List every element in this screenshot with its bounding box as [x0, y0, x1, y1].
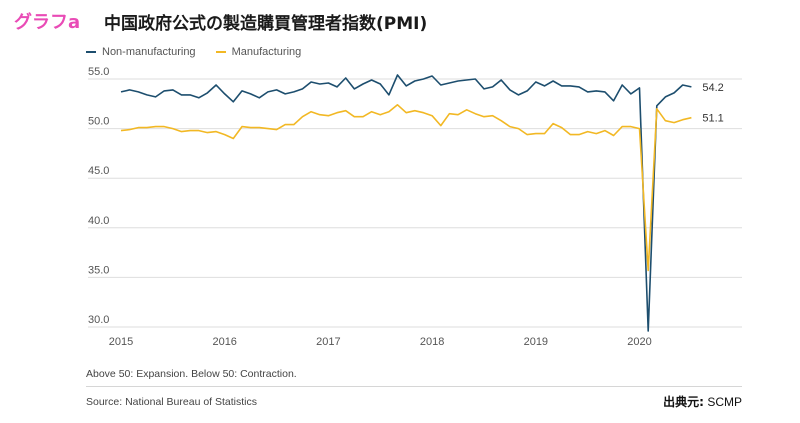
y-axis-tick-labels: 30.0 35.0 40.0 45.0 50.0 55.0: [88, 66, 109, 326]
x-tick-label: 2018: [420, 336, 444, 348]
credit: 出典元: SCMP: [663, 393, 742, 410]
x-tick-label: 2019: [524, 336, 548, 348]
legend-label-manufacturing: Manufacturing: [231, 46, 302, 58]
series-end-labels: 54.2 51.1: [702, 82, 723, 125]
x-tick-label: 2015: [109, 336, 133, 348]
x-tick-label: 2020: [627, 336, 651, 348]
x-tick-label: 2016: [212, 336, 236, 348]
credit-value: SCMP: [707, 395, 742, 409]
chart-note: Above 50: Expansion. Below 50: Contracti…: [86, 368, 297, 380]
series-line-non-manufacturing: [120, 74, 692, 332]
series-line-manufacturing: [120, 104, 692, 272]
chart-legend: Non-manufacturing Manufacturing: [86, 46, 321, 58]
pmi-line-chart: 30.035.040.045.050.055.0 2015 2016 2017 201…: [88, 66, 742, 348]
footer-divider: [86, 386, 742, 387]
y-tick-label: 55.0: [88, 66, 109, 78]
graph-tag: グラフa: [14, 12, 81, 33]
x-tick-label: 2017: [316, 336, 340, 348]
y-tick-label: 30.0: [88, 314, 109, 326]
series-lines: [120, 74, 692, 332]
grid-lines: [88, 78, 742, 328]
legend-label-non-manufacturing: Non-manufacturing: [102, 46, 196, 58]
chart-source: Source: National Bureau of Statistics: [86, 396, 258, 408]
legend-item-non-manufacturing: Non-manufacturing: [86, 46, 196, 58]
legend-swatch-manufacturing: [215, 51, 226, 53]
legend-swatch-non-manufacturing: [86, 51, 96, 53]
chart-title: 中国政府公式の製造購買管理者指数(PMI): [104, 14, 428, 34]
legend-item-manufacturing: Manufacturing: [215, 46, 302, 58]
x-axis-tick-labels: 2015 2016 2017 2018 2019 2020: [109, 336, 652, 348]
end-label-manufacturing: 51.1: [702, 113, 723, 125]
y-tick-label: 45.0: [88, 165, 109, 177]
y-tick-label: 50.0: [88, 116, 109, 128]
end-label-non-manufacturing: 54.2: [702, 82, 723, 94]
credit-label: 出典元:: [663, 395, 704, 409]
y-tick-label: 40.0: [88, 215, 109, 227]
y-tick-label: 35.0: [88, 264, 109, 276]
